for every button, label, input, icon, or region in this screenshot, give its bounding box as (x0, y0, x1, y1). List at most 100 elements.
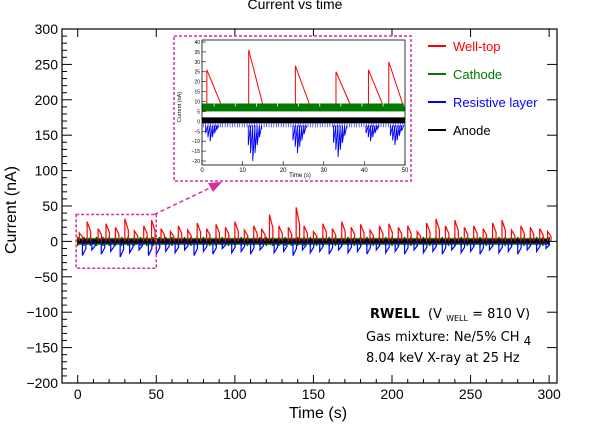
resistive-layer-series-spike (422, 241, 428, 255)
well-top-series-spike (546, 229, 552, 242)
inset-y-axis-label: Current (nA) (177, 92, 183, 122)
inset-resistive-dip (365, 125, 380, 142)
well-top-series-spike (341, 221, 346, 242)
legend: Well-top Cathode Resistive layer Anode (428, 39, 538, 138)
well-top-series-spike (295, 207, 301, 242)
resistive-layer-series-spike (545, 241, 551, 250)
inset-y-tick-label: −5 (194, 129, 200, 135)
inset-y-tick-label: 30 (194, 60, 200, 66)
y-tick-label: 250 (35, 56, 59, 72)
inset-well-top-peak (206, 69, 222, 104)
inset-plot: 0 10 20 30 40 50 −20 −15 −10 −5 0 5 10 15 20 25 30 35 40 T… (173, 35, 412, 182)
well-top-series-spike (473, 225, 478, 242)
well-top-series-spike (482, 228, 488, 242)
well-top-series-spike (322, 223, 327, 242)
resistive-layer-series-spike (441, 241, 447, 255)
legend-label-cathode: Cathode (453, 67, 502, 82)
resistive-layer-series-spike (366, 241, 371, 255)
resistive-layer-series-spike (347, 241, 353, 255)
well-top-series-spike (150, 219, 156, 242)
well-top-series-spike (243, 227, 249, 242)
resistive-layer-series-spike (413, 241, 419, 252)
resistive-layer-series-spike (526, 241, 532, 252)
well-top-series-spike (268, 214, 274, 242)
inset-well-top-peak (388, 61, 404, 104)
resistive-layer-series-spike (100, 241, 106, 255)
legend-label-well-top: Well-top (453, 39, 500, 54)
inset-resistive-dip (389, 125, 405, 146)
annotation-gas: Gas mixture: Ne/5% CH 4 (366, 330, 531, 348)
annotation-gas-prefix: Gas mixture: Ne/5% CH (366, 330, 520, 345)
y-tick-label: 300 (35, 21, 59, 37)
inset-y-tick-label: 0 (197, 119, 200, 125)
inset-resistive-dip (247, 125, 263, 162)
resistive-layer-series-spike (469, 241, 475, 254)
well-top-series-spike (303, 225, 309, 242)
inset-y-tick-label: 10 (194, 100, 200, 106)
well-top-series-spike (407, 225, 412, 242)
well-top-series-spike (97, 228, 103, 242)
legend-label-anode: Anode (453, 123, 491, 138)
zoom-arrow-head (208, 182, 222, 192)
inset-x-axis-label: Time (s) (289, 173, 311, 179)
resistive-layer-series-spike (119, 241, 125, 258)
resistive-layer-series-spike (507, 241, 513, 254)
x-axis-label: Time (s) (289, 405, 347, 422)
well-top-series-spike (86, 221, 92, 242)
well-top-series-spike (491, 222, 497, 242)
well-top-series-spike (425, 222, 431, 242)
well-top-series-spike (520, 225, 525, 242)
y-tick-label: 50 (42, 198, 58, 214)
inset-resistive-dip (333, 125, 348, 158)
y-tick-label: 0 (50, 233, 58, 249)
well-top-series-spike (510, 227, 516, 242)
inset-well-top-peak (294, 65, 310, 104)
resistive-layer-series-spike (202, 241, 208, 254)
well-top-series-spike (260, 228, 266, 242)
well-top-series-spike (501, 219, 507, 242)
annotation-box: RWELL (V WELL = 810 V) Gas mixture: Ne/5… (366, 307, 531, 366)
resistive-layer-series (81, 241, 551, 258)
well-top-series-spike (133, 228, 139, 242)
y-tick-label: 200 (35, 92, 59, 108)
x-axis-ticks: 0 50 100 150 200 250 300 (61, 29, 561, 402)
well-top-series-spike (331, 228, 337, 242)
inset-x-tick-label: 0 (200, 168, 204, 174)
well-top-series-spike (124, 218, 129, 242)
resistive-layer-series-spike (221, 241, 227, 250)
annotation-voltage-sub: WELL (446, 314, 468, 323)
resistive-layer-series-spike (488, 241, 494, 252)
well-top-series-spike (224, 226, 230, 242)
inset-cathode-band (202, 103, 405, 112)
well-top-series-spike (105, 223, 111, 242)
resistive-layer-series-spike (309, 241, 315, 255)
inset-well-top-peak (335, 71, 351, 104)
zoom-region-box (75, 213, 158, 270)
y-tick-label: 100 (35, 163, 59, 179)
well-top-series-spike (205, 228, 211, 242)
well-top-series-spike (359, 224, 365, 242)
well-top-series-spike (529, 226, 535, 242)
annotation-voltage-suffix: = 810 V) (472, 307, 530, 322)
well-top-series-spike (78, 231, 84, 242)
inset-y-tick-label: 15 (194, 90, 200, 96)
x-tick-label: 50 (148, 386, 164, 402)
inset-well-top-peak (248, 49, 263, 104)
resistive-layer-series-spike (273, 241, 279, 255)
zoom-indicator (75, 182, 222, 270)
inset-well-top-series (206, 49, 404, 104)
well-top-series-spike (234, 221, 239, 242)
well-top-series-spike (350, 226, 356, 242)
resistive-layer-series-spike (479, 241, 485, 255)
well-top-series-spike (463, 226, 469, 242)
inset-y-tick-label: 35 (194, 50, 200, 56)
well-top-series-spike (287, 226, 293, 242)
annotation-voltage-prefix: (V (428, 307, 442, 322)
x-tick-label: 200 (380, 386, 404, 402)
main-plot-area: 0 50 100 150 200 250 300−200−150−100−500501001… (26, 21, 561, 402)
legend-label-resistive-layer: Resistive layer (453, 95, 538, 110)
annotation-detector: RWELL (V WELL = 810 V) (370, 307, 530, 325)
well-top-series-spike (278, 225, 283, 242)
inset-frame (201, 39, 406, 166)
